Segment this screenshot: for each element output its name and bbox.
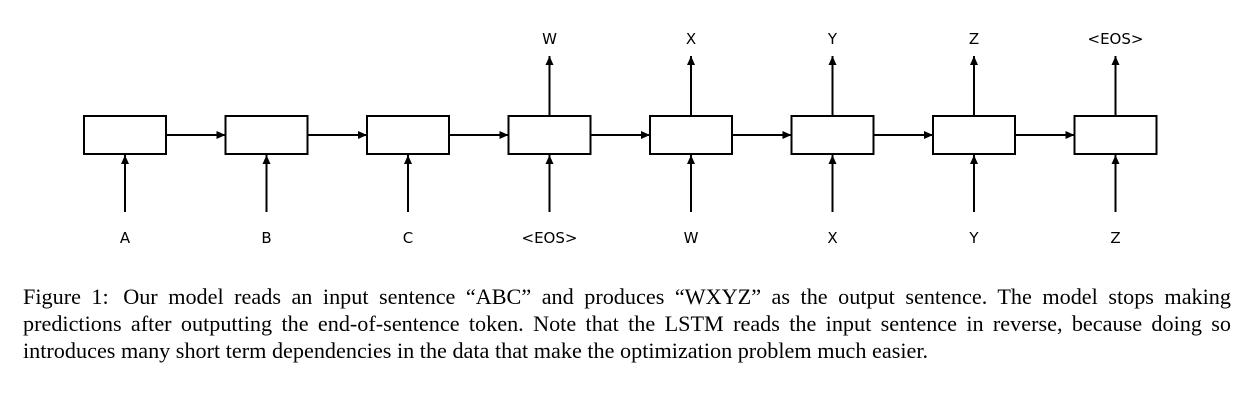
output-token-5: X (686, 30, 696, 48)
input-token-4: <EOS> (522, 229, 578, 247)
output-token-4: W (542, 30, 557, 48)
input-token-5: W (684, 229, 699, 247)
input-token-7: Y (968, 229, 979, 247)
output-token-8: <EOS> (1088, 30, 1144, 48)
lstm-cell-3 (366, 115, 450, 155)
input-token-1: A (120, 229, 131, 247)
input-token-2: B (261, 229, 271, 247)
lstm-cell-8 (1073, 115, 1158, 155)
lstm-cell-7 (932, 115, 1016, 155)
lstm-cell-4 (507, 115, 592, 155)
lstm-cell-2 (224, 115, 309, 155)
output-token-6: Y (827, 30, 838, 48)
figure-caption: Figure 1: Our model reads an input sente… (23, 283, 1231, 364)
lstm-cell-6 (790, 115, 875, 155)
seq2seq-diagram: A B C <EOS> W W X X Y Y Z Z <EOS> (83, 30, 1158, 247)
output-token-7: Z (969, 30, 979, 48)
input-token-3: C (403, 229, 413, 247)
figure-label: Figure 1: (23, 284, 109, 309)
input-token-6: X (827, 229, 837, 247)
lstm-cell-5 (649, 115, 733, 155)
lstm-cell-1 (83, 115, 167, 155)
input-token-8: Z (1110, 229, 1120, 247)
caption-text: Our model reads an input sentence “ABC” … (23, 284, 1231, 363)
